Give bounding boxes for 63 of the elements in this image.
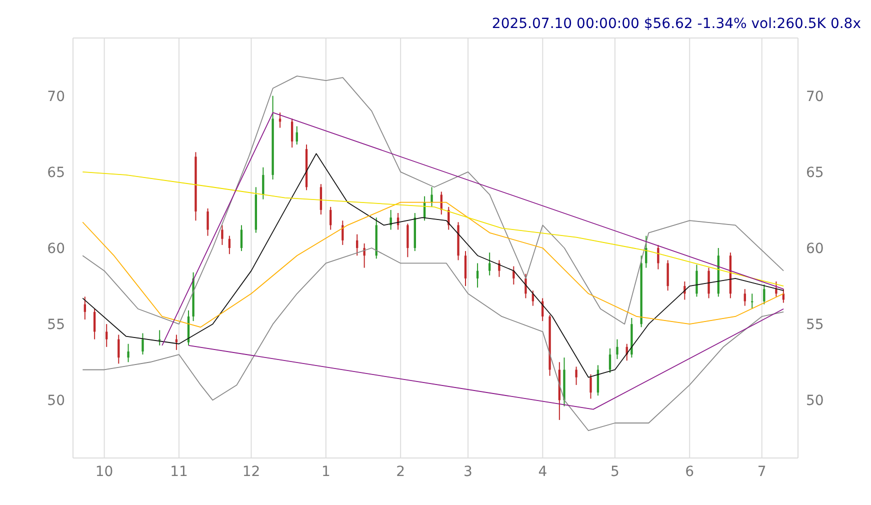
candlestick bbox=[142, 332, 144, 356]
y2-tick-label: 55 bbox=[806, 317, 824, 334]
candlestick bbox=[127, 343, 130, 363]
x-tick-label: 3 bbox=[464, 464, 472, 480]
candlestick bbox=[175, 334, 178, 350]
candlestick bbox=[363, 242, 366, 268]
candlestick bbox=[330, 206, 332, 230]
line-series bbox=[82, 76, 784, 325]
x-tick-label: 1 bbox=[321, 464, 330, 480]
x-tick-label: 4 bbox=[538, 464, 548, 480]
candlestick bbox=[476, 262, 479, 288]
candlestick bbox=[278, 112, 282, 128]
x-tick-label: 11 bbox=[170, 464, 188, 480]
candlestick bbox=[657, 244, 660, 270]
candlestick bbox=[763, 284, 766, 305]
candlestick bbox=[488, 252, 491, 276]
candlestick bbox=[464, 250, 467, 287]
y-tick-label: 50 bbox=[47, 393, 65, 410]
chart-title: 2025.07.10 00:00:00 $56.62 -1.34% vol:260.5K 0.8x bbox=[492, 16, 861, 32]
x-tick-label: 5 bbox=[610, 464, 620, 480]
y2-tick-label: 65 bbox=[806, 164, 824, 181]
candlestick bbox=[708, 267, 710, 299]
x-tick-label: 10 bbox=[95, 464, 114, 480]
candlestick bbox=[406, 223, 409, 258]
candlestick bbox=[290, 118, 294, 148]
candlestick bbox=[590, 374, 592, 400]
line-series bbox=[82, 153, 784, 378]
candlestick bbox=[206, 208, 209, 236]
candlestick bbox=[775, 280, 778, 298]
candlestick bbox=[575, 366, 578, 386]
candlestick bbox=[616, 338, 618, 360]
candlestick bbox=[221, 224, 224, 246]
candlestick bbox=[106, 324, 108, 348]
candlestick bbox=[666, 260, 669, 292]
candlestick bbox=[93, 308, 96, 340]
candlestick bbox=[430, 186, 433, 208]
candlestick bbox=[296, 126, 298, 146]
candlestick bbox=[696, 264, 698, 298]
x-tick-label: 2 bbox=[396, 464, 406, 480]
candlestick bbox=[744, 288, 746, 306]
x-tick-label: 6 bbox=[685, 464, 694, 480]
candlestick bbox=[228, 235, 231, 255]
candlestick bbox=[524, 273, 527, 299]
y-tick-label: 60 bbox=[47, 240, 65, 257]
line-series bbox=[82, 171, 784, 286]
y-tick-label: 65 bbox=[47, 164, 65, 181]
x-tick-label: 12 bbox=[242, 464, 260, 480]
line-series bbox=[82, 248, 784, 432]
candlestick bbox=[608, 348, 612, 374]
line-series bbox=[82, 202, 784, 328]
candlestick bbox=[84, 296, 86, 320]
candlestick bbox=[390, 209, 392, 230]
candlestick bbox=[240, 224, 243, 252]
candlestick bbox=[498, 260, 500, 278]
candlestick bbox=[356, 234, 358, 256]
y-tick-label: 55 bbox=[47, 317, 65, 334]
x-tick-label: 7 bbox=[757, 464, 766, 480]
y2-tick-label: 70 bbox=[806, 88, 824, 105]
candlestick bbox=[118, 334, 120, 364]
candlestick bbox=[684, 280, 686, 300]
y2-tick-label: 50 bbox=[806, 393, 824, 410]
y2-tick-label: 60 bbox=[806, 240, 824, 257]
y-tick-label: 70 bbox=[47, 88, 65, 105]
